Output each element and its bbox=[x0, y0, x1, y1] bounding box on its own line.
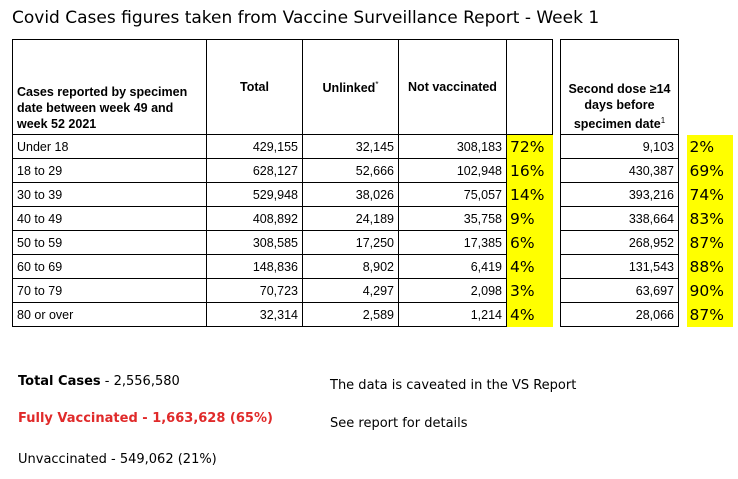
age-cell: 60 to 69 bbox=[12, 254, 207, 279]
unvaccinated: Unvaccinated - 549,062 (21%) bbox=[18, 452, 217, 467]
second-dose-cell: 268,952 bbox=[560, 230, 679, 255]
table-row: 30 to 39 529,948 38,026 75,057 14% 393,216 74% bbox=[12, 182, 733, 207]
header-not-vacc-pct bbox=[506, 39, 553, 135]
not-vacc-pct-cell: 14% bbox=[506, 182, 553, 207]
unlinked-cell: 2,589 bbox=[302, 302, 399, 327]
second-dose-pct-cell: 74% bbox=[686, 182, 733, 207]
not-vacc-pct-cell: 16% bbox=[506, 158, 553, 183]
not-vacc-pct-cell: 9% bbox=[506, 206, 553, 231]
not-vacc-pct-cell: 4% bbox=[506, 302, 553, 327]
unlinked-cell: 17,250 bbox=[302, 230, 399, 255]
unlinked-cell: 24,189 bbox=[302, 206, 399, 231]
age-cell: 70 to 79 bbox=[12, 278, 207, 303]
not-vaccinated-cell: 2,098 bbox=[398, 278, 507, 303]
total-cell: 148,836 bbox=[206, 254, 303, 279]
second-dose-pct-cell: 88% bbox=[686, 254, 733, 279]
not-vacc-pct-cell: 4% bbox=[506, 254, 553, 279]
header-second-dose: Second dose ≥14 days before specimen dat… bbox=[560, 39, 679, 135]
unlinked-cell: 52,666 bbox=[302, 158, 399, 183]
table-row: Under 18 429,155 32,145 308,183 72% 9,103 2% bbox=[12, 134, 733, 159]
table-row: 70 to 79 70,723 4,297 2,098 3% 63,697 90% bbox=[12, 278, 733, 303]
header-cases: Cases reported by specimen date between … bbox=[12, 39, 207, 135]
table-row: 50 to 59 308,585 17,250 17,385 6% 268,952 87% bbox=[12, 230, 733, 255]
second-dose-pct-cell: 2% bbox=[686, 134, 733, 159]
unlinked-cell: 38,026 bbox=[302, 182, 399, 207]
not-vaccinated-cell: 308,183 bbox=[398, 134, 507, 159]
not-vaccinated-cell: 17,385 bbox=[398, 230, 507, 255]
header-unlinked: Unlinked* bbox=[302, 39, 399, 135]
table-row: 80 or over 32,314 2,589 1,214 4% 28,066 87% bbox=[12, 302, 733, 327]
second-dose-cell: 28,066 bbox=[560, 302, 679, 327]
details-note: See report for details bbox=[330, 416, 468, 431]
not-vacc-pct-cell: 6% bbox=[506, 230, 553, 255]
second-dose-cell: 430,387 bbox=[560, 158, 679, 183]
second-dose-pct-cell: 87% bbox=[686, 302, 733, 327]
total-cell: 308,585 bbox=[206, 230, 303, 255]
age-cell: 80 or over bbox=[12, 302, 207, 327]
total-cell: 408,892 bbox=[206, 206, 303, 231]
table-row: 18 to 29 628,127 52,666 102,948 16% 430,387 69… bbox=[12, 158, 733, 183]
total-cell: 32,314 bbox=[206, 302, 303, 327]
not-vaccinated-cell: 6,419 bbox=[398, 254, 507, 279]
not-vaccinated-cell: 1,214 bbox=[398, 302, 507, 327]
second-dose-pct-cell: 83% bbox=[686, 206, 733, 231]
second-dose-pct-cell: 69% bbox=[686, 158, 733, 183]
caveat-note: The data is caveated in the VS Report bbox=[330, 378, 577, 393]
age-cell: 50 to 59 bbox=[12, 230, 207, 255]
fully-vaccinated: Fully Vaccinated - 1,663,628 (65%) bbox=[18, 411, 273, 426]
age-cell: 30 to 39 bbox=[12, 182, 207, 207]
not-vaccinated-cell: 75,057 bbox=[398, 182, 507, 207]
cases-table: Cases reported by specimen date between … bbox=[12, 39, 733, 327]
total-cell: 628,127 bbox=[206, 158, 303, 183]
table-row: 40 to 49 408,892 24,189 35,758 9% 338,664 83% bbox=[12, 206, 733, 231]
header-not-vaccinated: Not vaccinated bbox=[398, 39, 507, 135]
second-dose-cell: 63,697 bbox=[560, 278, 679, 303]
age-cell: Under 18 bbox=[12, 134, 207, 159]
total-cell: 70,723 bbox=[206, 278, 303, 303]
unlinked-cell: 8,902 bbox=[302, 254, 399, 279]
not-vaccinated-cell: 35,758 bbox=[398, 206, 507, 231]
second-dose-cell: 9,103 bbox=[560, 134, 679, 159]
unlinked-cell: 32,145 bbox=[302, 134, 399, 159]
total-cell: 429,155 bbox=[206, 134, 303, 159]
second-dose-pct-cell: 87% bbox=[686, 230, 733, 255]
header-total: Total bbox=[206, 39, 303, 135]
total-cases: Total Cases - 2,556,580 bbox=[18, 374, 180, 389]
second-dose-cell: 393,216 bbox=[560, 182, 679, 207]
age-cell: 18 to 29 bbox=[12, 158, 207, 183]
table-header-row: Cases reported by specimen date between … bbox=[12, 39, 733, 135]
not-vacc-pct-cell: 3% bbox=[506, 278, 553, 303]
not-vaccinated-cell: 102,948 bbox=[398, 158, 507, 183]
second-dose-cell: 131,543 bbox=[560, 254, 679, 279]
unlinked-cell: 4,297 bbox=[302, 278, 399, 303]
second-dose-cell: 338,664 bbox=[560, 206, 679, 231]
total-cell: 529,948 bbox=[206, 182, 303, 207]
age-cell: 40 to 49 bbox=[12, 206, 207, 231]
not-vacc-pct-cell: 72% bbox=[506, 134, 553, 159]
table-row: 60 to 69 148,836 8,902 6,419 4% 131,543 88% bbox=[12, 254, 733, 279]
page-title: Covid Cases figures taken from Vaccine S… bbox=[12, 8, 600, 28]
second-dose-pct-cell: 90% bbox=[686, 278, 733, 303]
